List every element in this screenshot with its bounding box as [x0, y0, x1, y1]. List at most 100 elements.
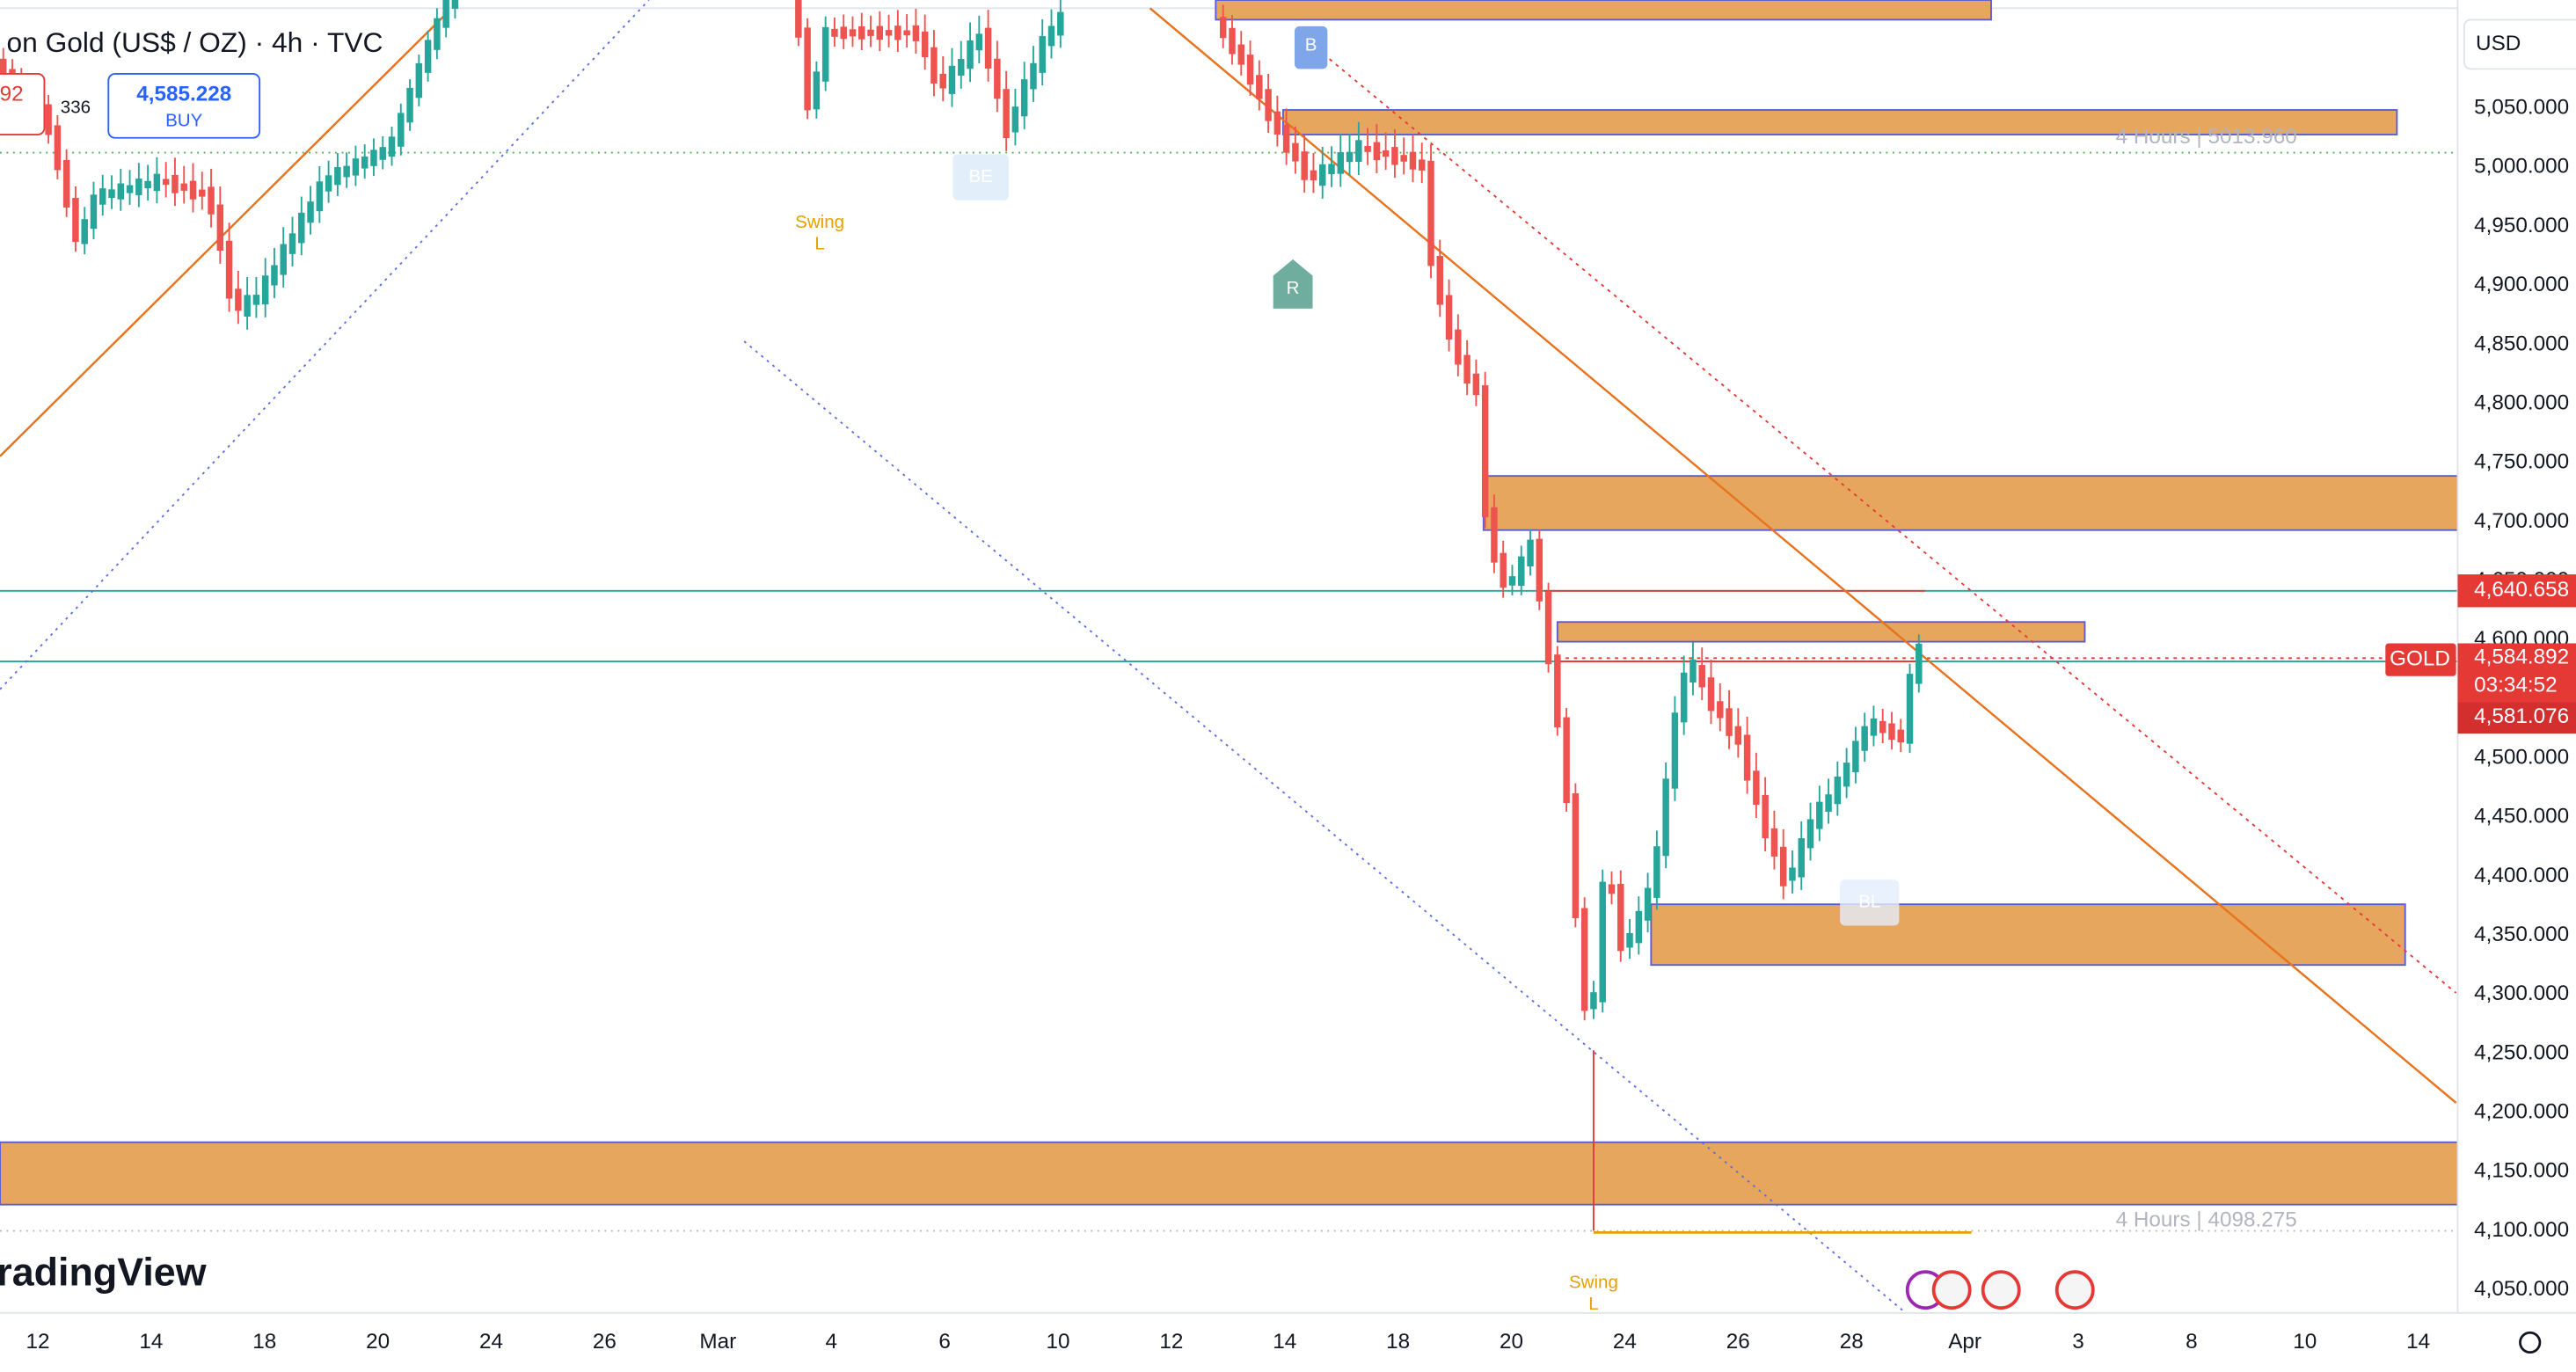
candle-body	[876, 26, 884, 40]
candle-body	[921, 31, 929, 57]
settings-icon[interactable]	[2519, 1331, 2542, 1354]
candle-body	[948, 65, 956, 94]
candle-body	[1346, 151, 1354, 163]
candle-body	[1246, 55, 1254, 85]
symbol-title: on Gold (US$ / OZ) · 4h · TVC	[6, 26, 383, 58]
marker[interactable]	[1294, 26, 1328, 69]
candle-body	[1680, 672, 1688, 723]
candle-body	[1400, 155, 1407, 162]
candle-body	[1039, 36, 1046, 73]
candle-body	[1265, 89, 1272, 121]
time-label: 4	[825, 1330, 837, 1354]
candle-body	[795, 0, 802, 38]
candle-body	[81, 219, 88, 244]
swing-label: L	[1588, 1294, 1598, 1314]
low-tag	[2457, 702, 2576, 734]
low-price: 4,581.076	[2474, 704, 2569, 728]
swing-label: Swing	[795, 212, 844, 232]
candle-body	[1445, 295, 1453, 340]
zone	[1215, 0, 1992, 21]
candle-body	[62, 159, 70, 208]
candle-body	[144, 180, 151, 189]
candle-body	[1617, 883, 1624, 952]
buy-button[interactable]	[107, 73, 261, 139]
candle-body	[1229, 27, 1236, 55]
zone	[1281, 109, 2398, 135]
candle-body	[1554, 654, 1561, 727]
time-label: 12	[1159, 1330, 1183, 1354]
candle-body	[1472, 373, 1480, 396]
price-label: 4,850.000	[2474, 332, 2569, 355]
buy-price: 4,585.228	[136, 83, 231, 106]
candle-body	[1734, 726, 1742, 745]
candle-body	[903, 30, 910, 36]
candle-body	[135, 179, 142, 195]
candle-body	[1843, 763, 1850, 787]
candle-body	[288, 233, 296, 254]
candle-body	[1580, 908, 1588, 1011]
candle-body	[189, 180, 197, 200]
candle-body	[99, 188, 106, 205]
time-label: 20	[1500, 1330, 1523, 1354]
candle-body	[1671, 712, 1679, 789]
candle-body	[1057, 11, 1064, 36]
candle-body	[1491, 507, 1498, 563]
currency-select[interactable]	[2463, 18, 2576, 70]
price-label: 4,150.000	[2474, 1159, 2569, 1183]
time-label: 14	[2406, 1330, 2430, 1354]
candle-body	[343, 165, 350, 178]
candle-body	[1355, 140, 1362, 163]
candle-body	[885, 30, 893, 36]
time-labels: 12 14 18 20 24 26 Mar 4 6 10 12 14 18 20 24 26 28 Apr 3 8 10…	[26, 1330, 2430, 1354]
candle-body	[1806, 819, 1814, 849]
time-label: 20	[366, 1330, 390, 1354]
marker-label: R	[1287, 278, 1300, 298]
candle-body	[334, 166, 341, 186]
candle-body	[1861, 726, 1868, 751]
candle-body	[162, 179, 170, 186]
marker[interactable]	[1273, 259, 1313, 309]
candle-body	[1463, 354, 1470, 384]
candle-body	[1779, 846, 1787, 887]
candle-body	[424, 40, 432, 73]
candle-body	[1318, 164, 1326, 186]
candle-body	[1626, 932, 1633, 948]
last-price: 4,584.892	[2474, 646, 2569, 669]
candle-body	[1020, 79, 1028, 117]
candle-body	[1301, 151, 1308, 180]
candle-body	[1897, 729, 1904, 743]
time-label: 3	[2072, 1330, 2084, 1354]
price-label: 4,250.000	[2474, 1040, 2569, 1064]
candle-body	[1364, 146, 1371, 152]
candle-body	[1635, 910, 1643, 944]
candle-body	[451, 0, 459, 9]
candle-body	[1292, 142, 1299, 162]
candle-body	[1500, 552, 1507, 588]
price-label: 4,200.000	[2474, 1100, 2569, 1124]
candle-body	[1419, 159, 1426, 171]
zone	[1482, 475, 2459, 531]
time-label: 18	[1386, 1330, 1410, 1354]
time-label: 24	[1613, 1330, 1637, 1354]
candle-body	[1590, 992, 1597, 1010]
time-label: 8	[2186, 1330, 2198, 1354]
marker[interactable]	[952, 154, 1009, 201]
candle-body	[1409, 151, 1417, 170]
candle-body	[72, 198, 79, 243]
price-label: 4,350.000	[2474, 923, 2569, 946]
candle-body	[261, 275, 269, 305]
symbol-label: GOLD	[2390, 647, 2450, 671]
candle-body	[975, 33, 983, 51]
trend-line	[743, 340, 1907, 1314]
marker[interactable]	[1840, 879, 1900, 926]
sell-button[interactable]	[0, 73, 46, 135]
candle-body	[208, 186, 215, 215]
candle-body	[1219, 17, 1227, 39]
candle-body	[180, 183, 187, 191]
candle-body	[379, 147, 386, 160]
sell-price: 92	[0, 83, 24, 106]
time-label: 26	[1726, 1330, 1750, 1354]
candle-body	[352, 158, 360, 176]
marker-label: BE	[968, 166, 992, 186]
